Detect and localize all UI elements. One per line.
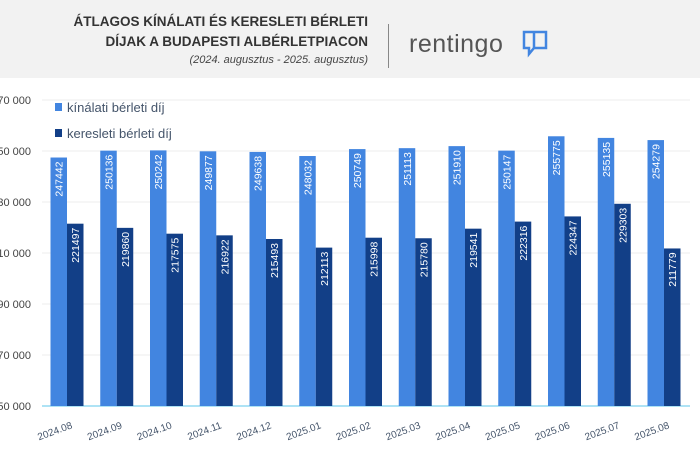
bar-keresleti <box>67 223 84 406</box>
bar-keresleti <box>266 238 283 406</box>
bar-keresleti <box>614 203 631 406</box>
divider <box>388 24 389 68</box>
bar-keresleti <box>465 228 482 406</box>
chart-title-line1: ÁTLAGOS KÍNÁLATI ÉS KERESLETI BÉRLETI <box>73 14 368 29</box>
bar-keresleti <box>415 238 432 406</box>
y-tick-label: 150 000 <box>0 401 31 413</box>
x-tick-label: 2025.03 <box>385 420 423 443</box>
x-tick-label: 2024.11 <box>186 420 223 443</box>
x-tick-label: 2024.08 <box>36 420 74 443</box>
legend-swatch <box>55 103 62 111</box>
data-label: 250136 <box>104 155 116 190</box>
x-tick-label: 2025.07 <box>584 420 622 443</box>
y-tick-label: 190 000 <box>0 299 31 311</box>
data-label: 250147 <box>502 154 514 189</box>
bar-kinalati <box>199 151 217 406</box>
data-label: 229303 <box>618 208 630 243</box>
data-label: 251910 <box>452 150 464 185</box>
bar-keresleti <box>315 247 333 406</box>
bar-keresleti <box>664 248 681 406</box>
legend-swatch <box>55 129 62 137</box>
x-tick-label: 2025.06 <box>534 420 572 443</box>
data-label: 249638 <box>253 156 265 191</box>
data-label: 211779 <box>667 252 679 286</box>
logo-text: rentingo <box>409 30 504 58</box>
x-tick-label: 2024.12 <box>235 420 273 443</box>
bar-kinalati <box>150 150 167 406</box>
y-tick-label: 210 000 <box>0 248 31 260</box>
data-label: 219541 <box>468 233 480 268</box>
x-tick-label: 2024.10 <box>136 420 174 443</box>
bar-kinalati <box>548 136 565 406</box>
data-label: 219860 <box>120 232 132 267</box>
bar-chart: 150 000 170 000 190 000 210 000 230 000 250 0… <box>0 95 690 443</box>
data-label: 215780 <box>419 242 431 277</box>
bar-kinalati <box>249 151 266 406</box>
data-label: 255135 <box>601 142 613 177</box>
data-label: 248032 <box>303 160 315 195</box>
data-label: 255775 <box>551 140 563 175</box>
data-label: 222316 <box>518 225 530 260</box>
y-tick-label: 250 000 <box>0 146 31 158</box>
y-tick-label: 170 000 <box>0 350 31 362</box>
x-tick-label: 2025.01 <box>285 420 323 443</box>
data-label: 217575 <box>170 238 182 273</box>
bar-keresleti <box>216 235 233 406</box>
bar-kinalati <box>597 137 615 406</box>
header: ÁTLAGOS KÍNÁLATI ÉS KERESLETI BÉRLETI DÍ… <box>0 0 700 78</box>
bar-kinalati <box>448 146 465 406</box>
bar-keresleti <box>514 221 532 406</box>
bar-kinalati <box>349 149 366 406</box>
data-label: 250749 <box>352 153 364 188</box>
door-logo-icon <box>522 30 548 58</box>
bar-keresleti <box>166 233 183 406</box>
data-label: 249877 <box>203 155 215 190</box>
data-label: 215998 <box>369 242 381 277</box>
y-tick-label: 270 000 <box>0 95 31 107</box>
data-label: 251113 <box>402 152 414 186</box>
data-label: 216922 <box>220 239 232 274</box>
x-tick-label: 2024.09 <box>86 420 124 443</box>
x-tick-label: 2025.05 <box>484 420 522 443</box>
y-tick-label: 230 000 <box>0 197 31 209</box>
bar-kinalati <box>50 157 67 406</box>
chart-subtitle: (2024. augusztus - 2025. augusztus) <box>189 54 368 66</box>
x-tick-label: 2025.08 <box>633 420 671 443</box>
bar-kinalati <box>498 150 515 406</box>
data-label: 250242 <box>153 154 165 189</box>
data-label: 212113 <box>319 251 331 285</box>
bar-kinalati <box>299 156 316 406</box>
bar-kinalati <box>647 140 664 406</box>
chart-title-line2: DÍJAK A BUDAPESTI ALBÉRLETPIACON <box>105 34 368 49</box>
legend-label: keresleti bérleti díj <box>67 126 172 141</box>
data-label: 215493 <box>269 243 281 278</box>
data-label: 247442 <box>54 161 66 196</box>
bar-keresleti <box>564 216 581 406</box>
bar-keresleti <box>116 227 134 406</box>
bar-keresleti <box>365 237 382 406</box>
data-label: 224347 <box>568 220 580 255</box>
x-tick-label: 2025.04 <box>434 420 472 443</box>
x-tick-label: 2025.02 <box>335 420 373 443</box>
bar-kinalati <box>100 150 117 406</box>
legend-label: kínálati bérleti díj <box>67 100 165 115</box>
data-label: 254279 <box>651 144 663 179</box>
data-label: 221497 <box>70 228 82 263</box>
bar-kinalati <box>398 148 416 406</box>
